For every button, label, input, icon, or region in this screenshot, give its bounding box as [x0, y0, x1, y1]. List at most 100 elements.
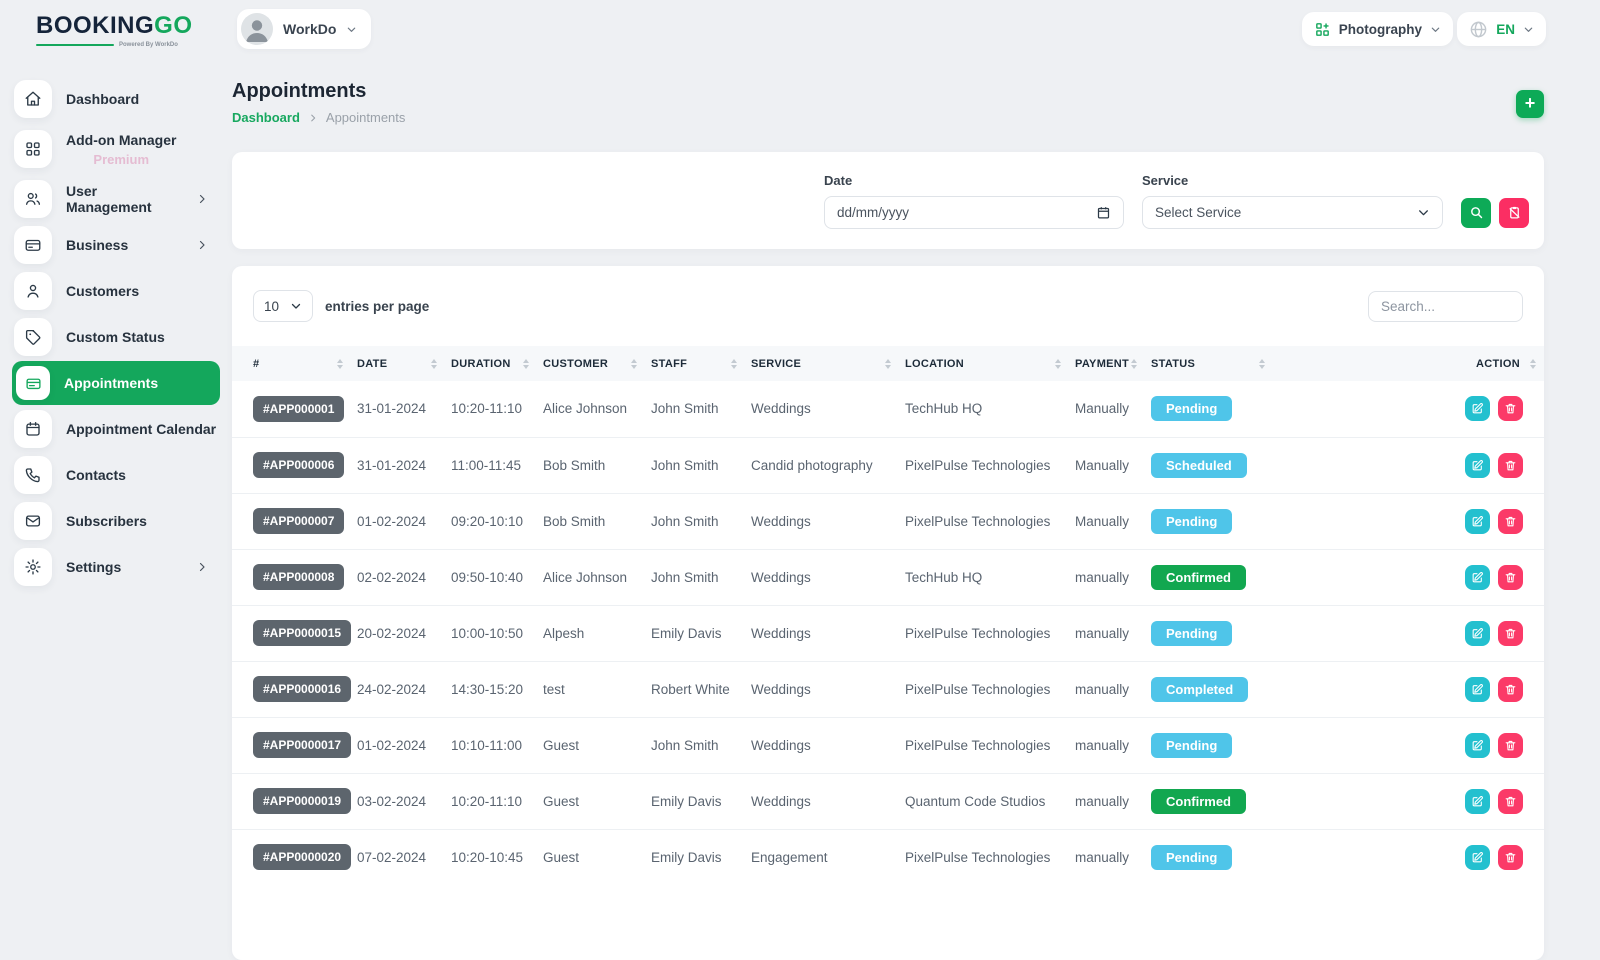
- date-placeholder: dd/mm/yyyy: [837, 205, 909, 220]
- edit-appointment-button[interactable]: [1465, 509, 1490, 534]
- appointment-id-badge: #APP0000016: [253, 676, 351, 702]
- edit-pencil-icon: [1471, 683, 1484, 696]
- sidebar-item-customers[interactable]: Customers: [12, 268, 220, 314]
- edit-appointment-button[interactable]: [1465, 845, 1490, 870]
- sidebar-item-label: User Management: [66, 183, 182, 215]
- appointment-id-badge: #APP000007: [253, 508, 344, 534]
- edit-appointment-button[interactable]: [1465, 621, 1490, 646]
- workspace-dropdown[interactable]: WorkDo: [237, 9, 371, 49]
- sort-icon[interactable]: [1530, 359, 1536, 369]
- delete-appointment-button[interactable]: [1498, 621, 1523, 646]
- sort-icon[interactable]: [1055, 359, 1061, 369]
- delete-appointment-button[interactable]: [1498, 789, 1523, 814]
- edit-appointment-button[interactable]: [1465, 565, 1490, 590]
- column-header-duration[interactable]: DURATION: [451, 346, 543, 381]
- breadcrumb: Dashboard Appointments: [232, 110, 405, 125]
- sidebar-item-label: Custom Status: [66, 329, 165, 345]
- column-header-status[interactable]: STATUS: [1151, 346, 1279, 381]
- calendar-picker-icon[interactable]: [1096, 205, 1111, 220]
- edit-appointment-button[interactable]: [1465, 789, 1490, 814]
- date-filter-input[interactable]: dd/mm/yyyy: [824, 196, 1124, 229]
- sidebar-item-dashboard[interactable]: Dashboard: [12, 76, 220, 122]
- trash-icon: [1504, 851, 1517, 864]
- sidebar-item-appointment-calendar[interactable]: Appointment Calendar: [12, 406, 220, 452]
- reset-filter-button[interactable]: [1499, 198, 1529, 228]
- breadcrumb-dashboard-link[interactable]: Dashboard: [232, 110, 300, 125]
- cell-date: 01-02-2024: [357, 717, 451, 773]
- cell-payment: manually: [1075, 549, 1151, 605]
- cell-service: Weddings: [751, 717, 905, 773]
- add-appointment-button[interactable]: +: [1516, 90, 1544, 118]
- trash-icon: [1504, 571, 1517, 584]
- brand-logo[interactable]: BOOKINGGO Powered By WorkDo: [36, 14, 186, 48]
- sort-icon[interactable]: [731, 359, 737, 369]
- sidebar-item-subscribers[interactable]: Subscribers: [12, 498, 220, 544]
- edit-appointment-button[interactable]: [1465, 396, 1490, 421]
- column-header-customer[interactable]: CUSTOMER: [543, 346, 651, 381]
- cell-customer: Guest: [543, 773, 651, 829]
- delete-appointment-button[interactable]: [1498, 509, 1523, 534]
- table-row: #APP000001 31-01-2024 10:20-11:10 Alice …: [232, 381, 1544, 437]
- entries-per-page-select[interactable]: 10: [253, 290, 313, 322]
- column-header-location[interactable]: LOCATION: [905, 346, 1075, 381]
- status-badge: Scheduled: [1151, 453, 1247, 478]
- delete-appointment-button[interactable]: [1498, 453, 1523, 478]
- edit-appointment-button[interactable]: [1465, 733, 1490, 758]
- sidebar-item-label: Add-on Manager: [66, 132, 176, 148]
- cell-service: Engagement: [751, 829, 905, 885]
- delete-appointment-button[interactable]: [1498, 565, 1523, 590]
- workspace-name: WorkDo: [283, 21, 336, 37]
- sidebar-item-addon-manager[interactable]: Add-on Manager Premium: [12, 122, 220, 176]
- edit-pencil-icon: [1471, 627, 1484, 640]
- cell-duration: 09:50-10:40: [451, 549, 543, 605]
- cell-payment: manually: [1075, 829, 1151, 885]
- delete-appointment-button[interactable]: [1498, 677, 1523, 702]
- sort-icon[interactable]: [431, 359, 437, 369]
- home-icon: [14, 80, 52, 118]
- cell-duration: 11:00-11:45: [451, 437, 543, 493]
- sort-icon[interactable]: [631, 359, 637, 369]
- apply-filter-button[interactable]: [1461, 198, 1491, 228]
- delete-appointment-button[interactable]: [1498, 733, 1523, 758]
- cell-location: PixelPulse Technologies: [905, 829, 1075, 885]
- edit-appointment-button[interactable]: [1465, 453, 1490, 478]
- edit-appointment-button[interactable]: [1465, 677, 1490, 702]
- column-header-id[interactable]: #: [232, 346, 357, 381]
- cell-date: 07-02-2024: [357, 829, 451, 885]
- service-filter-select[interactable]: Select Service: [1142, 196, 1443, 229]
- sidebar-item-custom-status[interactable]: Custom Status: [12, 314, 220, 360]
- chevron-down-icon: [346, 24, 357, 35]
- sort-icon[interactable]: [337, 359, 343, 369]
- delete-appointment-button[interactable]: [1498, 396, 1523, 421]
- sidebar-item-contacts[interactable]: Contacts: [12, 452, 220, 498]
- chevron-right-icon: [196, 193, 208, 205]
- sidebar-item-appointments[interactable]: Appointments: [12, 361, 220, 405]
- chevron-right-icon: [196, 561, 208, 573]
- cell-date: 20-02-2024: [357, 605, 451, 661]
- sort-icon[interactable]: [1259, 359, 1265, 369]
- grid-plus-icon: [1314, 21, 1331, 38]
- module-dropdown[interactable]: Photography: [1302, 12, 1453, 46]
- table-row: #APP0000020 07-02-2024 10:20-10:45 Guest…: [232, 829, 1544, 885]
- edit-pencil-icon: [1471, 515, 1484, 528]
- column-header-service[interactable]: SERVICE: [751, 346, 905, 381]
- table-search-input[interactable]: [1368, 291, 1523, 322]
- language-dropdown[interactable]: EN: [1457, 12, 1546, 46]
- appointment-id-badge: #APP000008: [253, 564, 344, 590]
- sort-icon[interactable]: [523, 359, 529, 369]
- column-header-staff[interactable]: STAFF: [651, 346, 751, 381]
- sort-icon[interactable]: [1131, 359, 1137, 369]
- edit-pencil-icon: [1471, 402, 1484, 415]
- table-row: #APP000007 01-02-2024 09:20-10:10 Bob Sm…: [232, 493, 1544, 549]
- sort-icon[interactable]: [885, 359, 891, 369]
- cell-payment: Manually: [1075, 493, 1151, 549]
- cell-payment: manually: [1075, 773, 1151, 829]
- column-header-date[interactable]: DATE: [357, 346, 451, 381]
- sidebar-item-business[interactable]: Business: [12, 222, 220, 268]
- delete-appointment-button[interactable]: [1498, 845, 1523, 870]
- sidebar-item-settings[interactable]: Settings: [12, 544, 220, 590]
- column-header-action[interactable]: ACTION: [1279, 346, 1544, 381]
- column-header-payment[interactable]: PAYMENT: [1075, 346, 1151, 381]
- table-row: #APP0000015 20-02-2024 10:00-10:50 Alpes…: [232, 605, 1544, 661]
- sidebar-item-user-management[interactable]: User Management: [12, 176, 220, 222]
